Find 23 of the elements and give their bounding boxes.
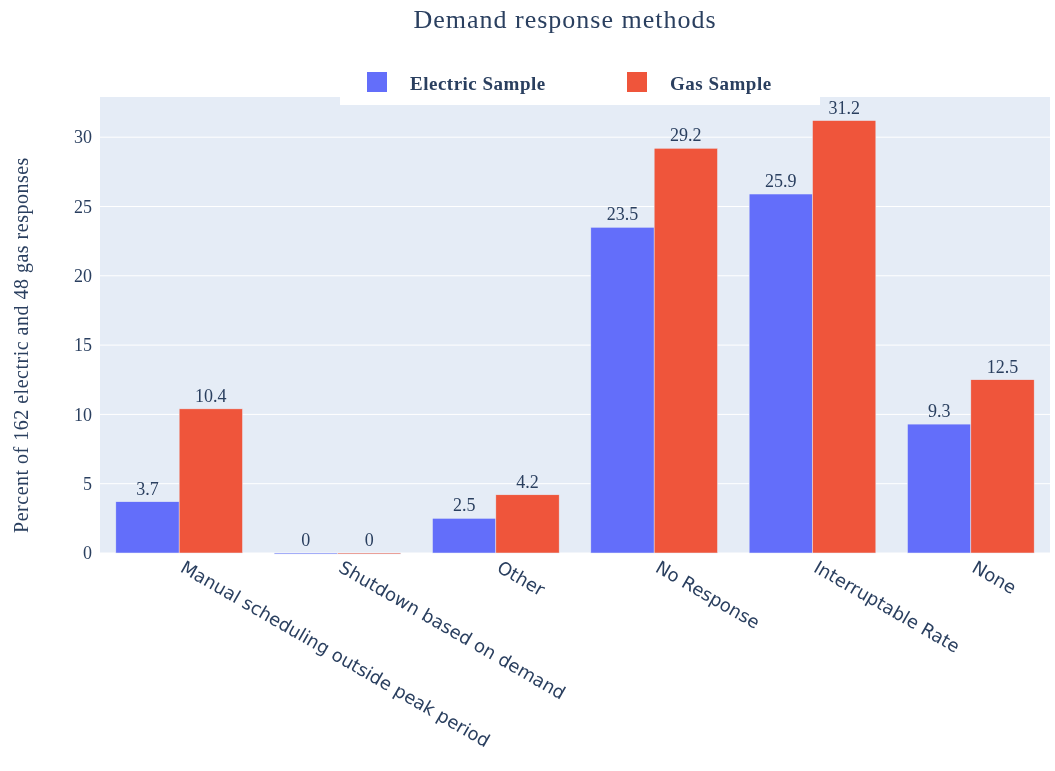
data-label: 0 [301,530,311,550]
y-tick-label: 5 [83,474,92,494]
data-label: 10.4 [195,385,227,406]
data-label: 2.5 [452,495,476,516]
chart-title: Demand response methods [413,5,717,34]
data-label: 4.2 [516,471,539,492]
y-tick-label: 30 [74,127,92,148]
y-tick-label: 0 [83,543,92,564]
legend-label: Electric Sample [410,72,546,94]
data-label: 23.5 [606,204,639,225]
data-label: 29.2 [670,125,702,146]
y-axis-title: Percent of 162 electric and 48 gas responses [10,157,33,533]
data-label: 31.2 [828,97,860,118]
y-tick-label: 15 [74,335,92,356]
y-tick-label: 10 [74,404,92,425]
data-label: 9.3 [927,401,951,422]
data-label: 25.9 [765,171,797,192]
data-label: 3.7 [136,478,159,499]
y-tick-label: 20 [74,266,92,287]
data-label: 12.5 [986,356,1019,377]
data-label: 0 [364,530,374,550]
legend-label: Gas Sample [670,72,772,94]
y-tick-label: 25 [74,196,92,217]
